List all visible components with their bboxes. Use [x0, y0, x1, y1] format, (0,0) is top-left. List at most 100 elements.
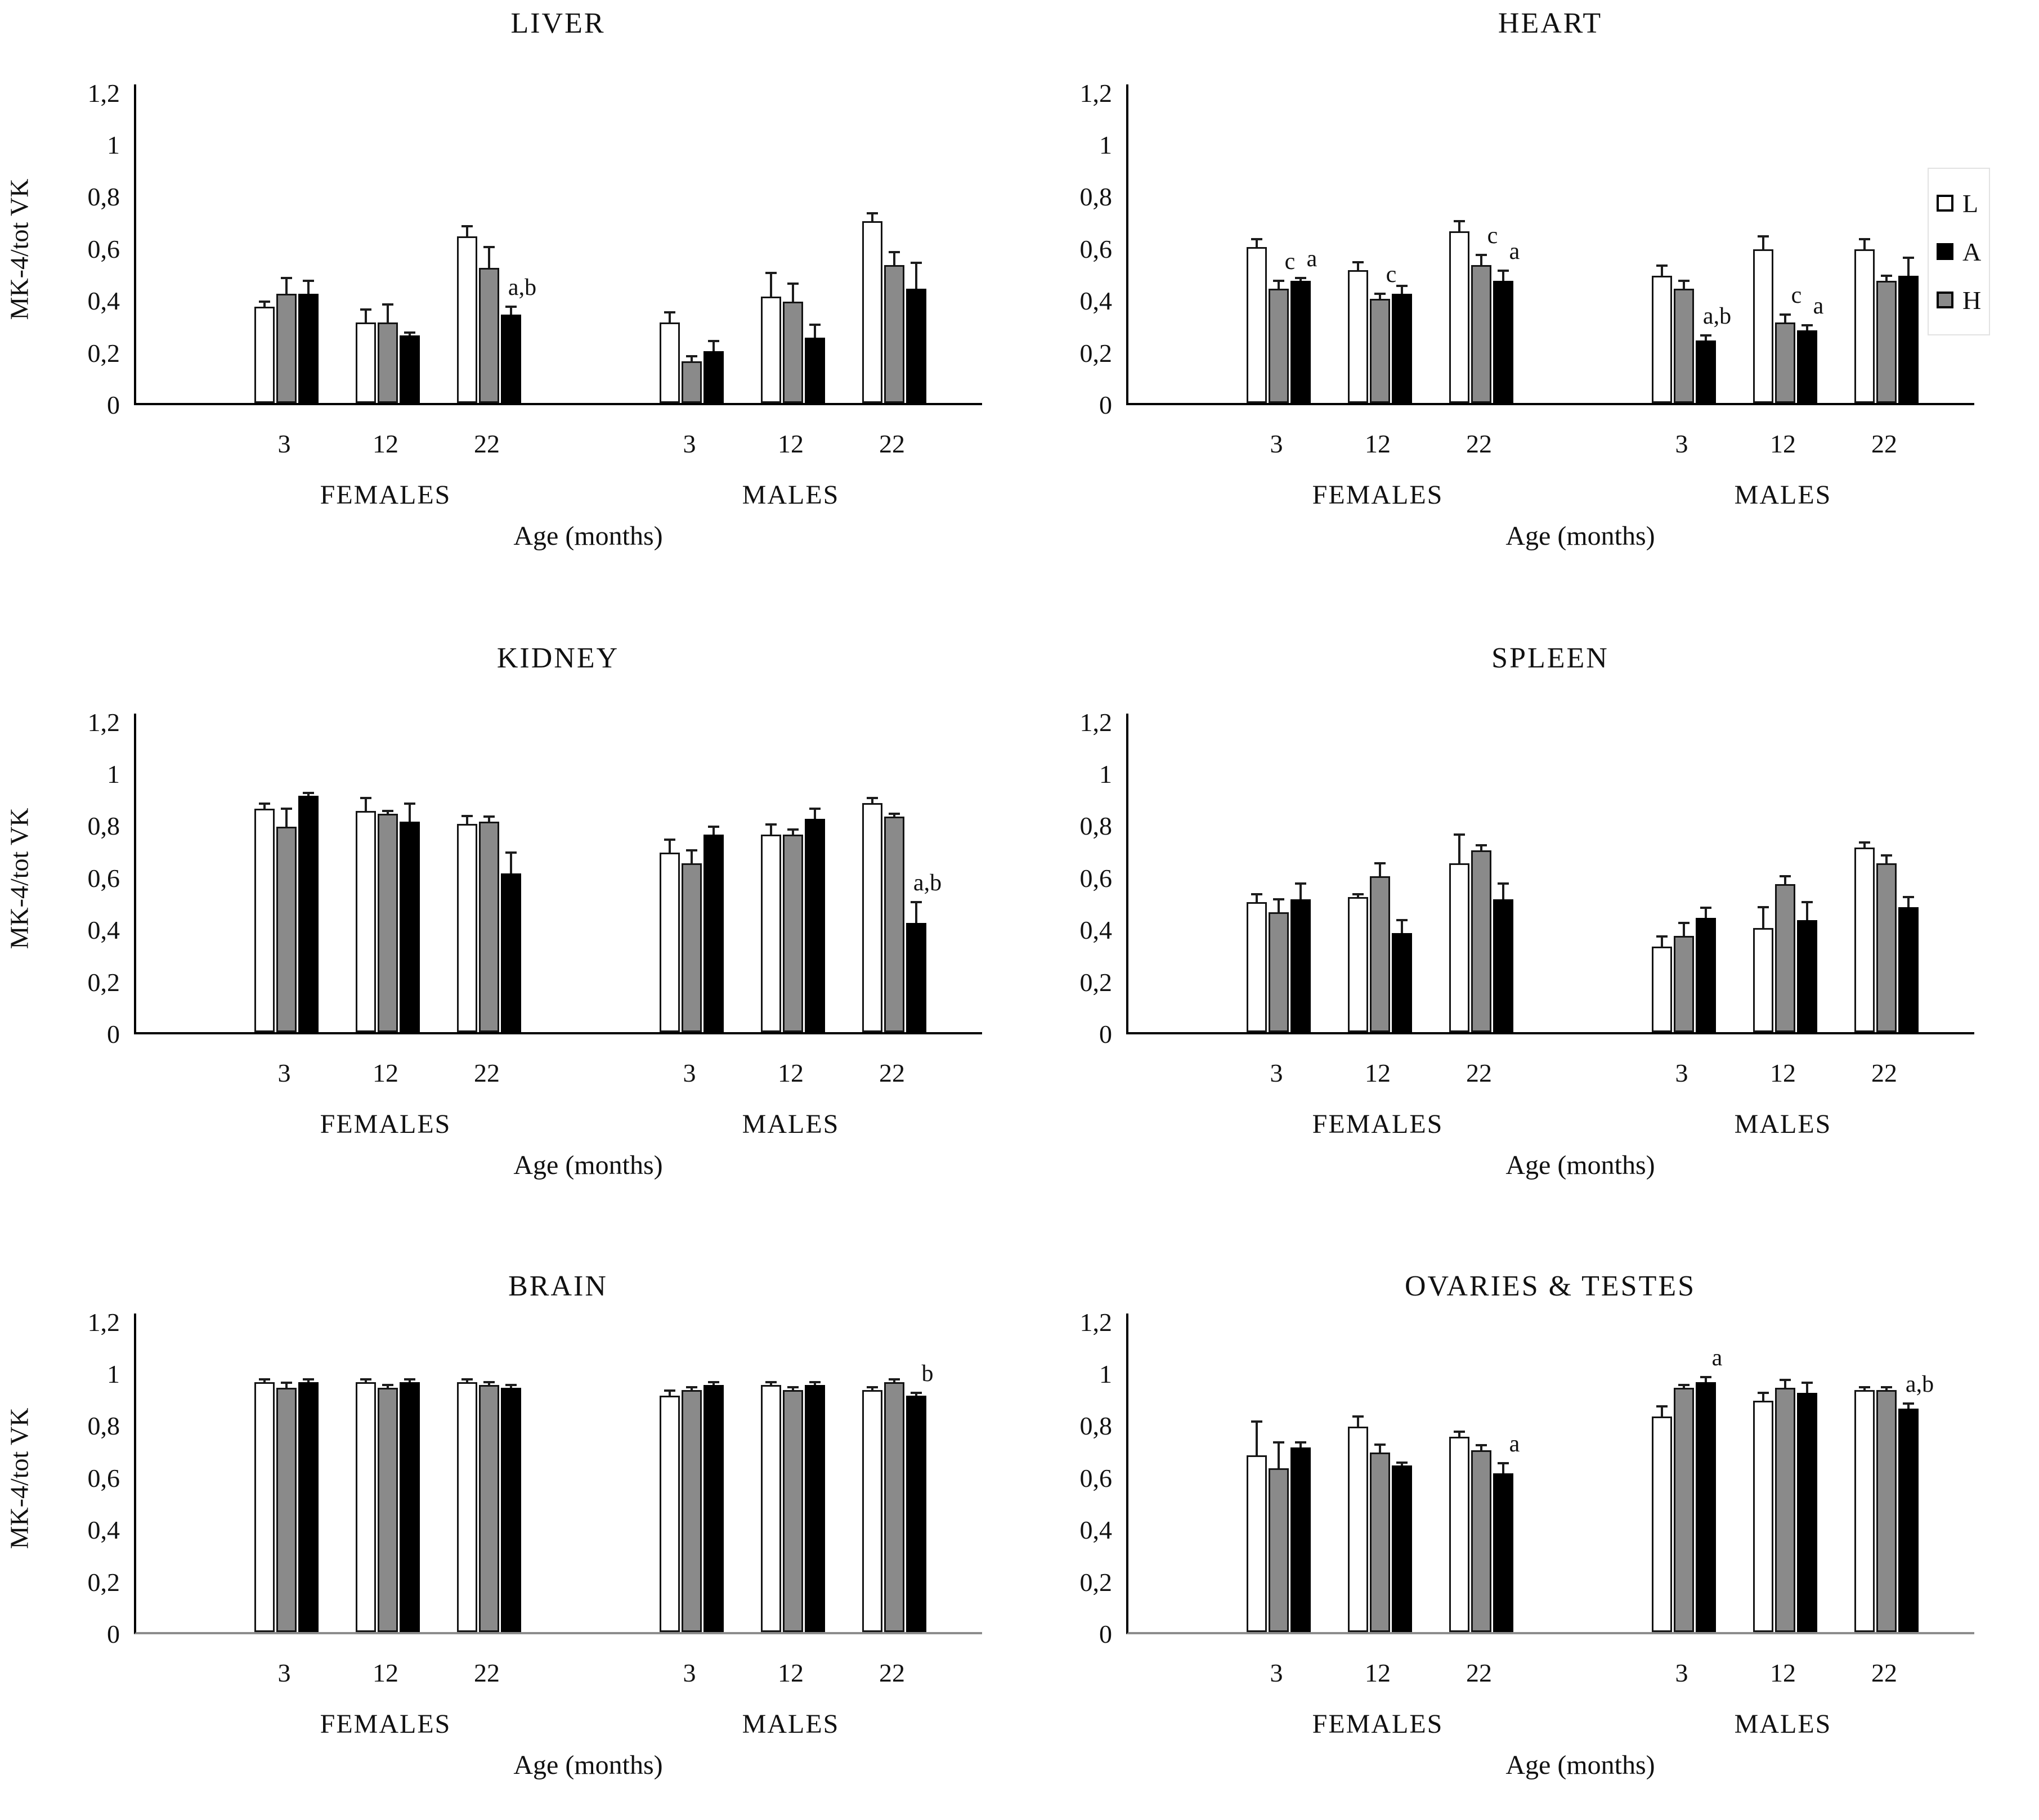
legend-item-a: A	[1937, 227, 1981, 276]
error-cap-liver-males-22-H	[889, 251, 900, 253]
error-cap-spleen-females-3-A	[1295, 882, 1306, 885]
bar-kidney-females-22-A	[501, 873, 521, 1032]
error-bar-liver-males-12-H	[792, 284, 794, 302]
bar-ovaries-testes-males-3-H	[1674, 1388, 1694, 1632]
error-cap-kidney-females-12-L	[360, 797, 371, 799]
error-bar-brain-males-22-L	[871, 1387, 873, 1390]
error-bar-kidney-males-3-L	[669, 840, 671, 853]
error-bar-brain-males-3-H	[691, 1387, 693, 1390]
error-bar-kidney-males-3-A	[712, 827, 715, 835]
bar-brain-females-3-A	[298, 1382, 319, 1632]
error-bar-spleen-males-12-L	[1762, 907, 1764, 928]
error-bar-kidney-males-12-L	[770, 824, 772, 835]
sex-group-label-heart-females: FEMALES	[1312, 480, 1444, 510]
error-cap-kidney-females-22-H	[483, 815, 495, 818]
x-axis-title-ovaries-testes: Age (months)	[1505, 1750, 1655, 1780]
error-cap-brain-females-3-A	[303, 1378, 314, 1380]
error-cap-liver-males-12-H	[787, 283, 799, 285]
bar-kidney-males-22-H	[884, 817, 904, 1032]
error-bar-spleen-males-22-L	[1863, 842, 1866, 848]
error-cap-spleen-males-12-L	[1758, 906, 1769, 908]
error-bar-heart-males-12-L	[1762, 236, 1764, 249]
x-tick-label-liver-females-3: 3	[277, 429, 291, 458]
bar-heart-males-12-L	[1753, 249, 1773, 403]
y-tick-label-brain-2: 0,8	[87, 1411, 120, 1441]
bar-liver-females-12-H	[378, 322, 398, 403]
error-cap-heart-males-3-A	[1700, 334, 1711, 337]
error-bar-brain-males-3-L	[669, 1391, 671, 1396]
bar-spleen-females-12-A	[1392, 933, 1412, 1032]
y-tick-label-brain-3: 0,6	[87, 1463, 120, 1492]
error-cap-heart-males-22-A	[1903, 257, 1914, 259]
error-bar-liver-females-3-H	[285, 278, 288, 294]
x-tick-label-spleen-males-12: 12	[1770, 1059, 1796, 1087]
bar-brain-males-3-H	[682, 1390, 702, 1632]
error-cap-spleen-females-22-H	[1476, 844, 1487, 846]
error-bar-ovaries-testes-males-3-L	[1661, 1406, 1663, 1416]
significance-note-heart-females-3-A: a	[1306, 246, 1317, 272]
error-bar-liver-females-22-H	[488, 247, 490, 268]
x-tick-label-kidney-males-12: 12	[778, 1059, 804, 1087]
bar-ovaries-testes-males-3-L	[1652, 1416, 1672, 1632]
error-bar-spleen-males-12-A	[1806, 902, 1808, 920]
error-bar-spleen-females-12-A	[1401, 920, 1403, 933]
error-bar-heart-males-22-A	[1907, 258, 1910, 276]
bar-ovaries-testes-females-22-H	[1471, 1450, 1491, 1632]
bar-brain-males-22-A	[906, 1396, 926, 1632]
error-bar-kidney-females-12-L	[365, 798, 367, 811]
x-tick-label-ovaries-testes-males-12: 12	[1770, 1658, 1796, 1687]
error-bar-brain-males-22-A	[915, 1393, 917, 1396]
error-bar-ovaries-testes-males-22-L	[1863, 1387, 1866, 1390]
bar-liver-males-12-L	[761, 297, 781, 403]
error-bar-heart-females-22-A	[1502, 271, 1504, 281]
x-tick-label-ovaries-testes-females-12: 12	[1365, 1658, 1391, 1687]
bar-ovaries-testes-females-22-L	[1449, 1437, 1469, 1632]
six-panel-bar-figure: LIVER MK-4/tot VK 1,2 1 0,8 0,6 0,4 0,2 0 a,b 3 12 2…	[5, 7, 1991, 1780]
error-cap-ovaries-testes-females-12-L	[1352, 1415, 1364, 1418]
error-cap-ovaries-testes-males-12-H	[1780, 1379, 1791, 1381]
error-cap-ovaries-testes-males-22-L	[1859, 1386, 1870, 1388]
chart-title-liver: LIVER	[510, 7, 606, 39]
error-cap-kidney-females-3-H	[281, 808, 292, 810]
y-tick-label-spleen-3: 0,6	[1079, 863, 1113, 893]
bar-spleen-males-22-L	[1854, 848, 1875, 1032]
bar-spleen-males-12-L	[1753, 928, 1773, 1032]
error-bar-liver-females-12-H	[387, 304, 389, 322]
x-tick-label-spleen-males-3: 3	[1675, 1059, 1688, 1087]
error-cap-spleen-females-22-A	[1498, 882, 1509, 885]
error-cap-spleen-males-3-L	[1656, 935, 1668, 938]
error-cap-kidney-males-3-L	[664, 839, 675, 841]
bar-liver-females-22-H	[479, 268, 499, 403]
error-bar-ovaries-testes-males-3-H	[1683, 1385, 1685, 1388]
error-bar-spleen-females-22-H	[1480, 845, 1482, 850]
error-bar-kidney-males-22-A	[915, 902, 917, 923]
bar-brain-males-12-L	[761, 1385, 781, 1632]
bar-heart-males-3-L	[1652, 276, 1672, 403]
bar-ovaries-testes-males-12-A	[1797, 1393, 1817, 1632]
y-tick-label-kidney-6: 0	[107, 1020, 120, 1048]
y-tick-label-heart-2: 0,8	[1079, 182, 1113, 212]
error-bar-kidney-females-12-H	[387, 811, 389, 814]
sex-group-label-spleen-females: FEMALES	[1312, 1109, 1444, 1139]
bar-ovaries-testes-females-12-A	[1392, 1465, 1412, 1632]
error-cap-kidney-females-3-A	[303, 792, 314, 794]
legend-item-h: H	[1937, 276, 1981, 324]
error-bar-ovaries-testes-males-22-H	[1885, 1387, 1888, 1390]
significance-note-kidney-males-22-A: a,b	[913, 870, 942, 896]
sex-group-label-kidney-females: FEMALES	[320, 1109, 451, 1139]
x-tick-label-liver-females-22: 22	[474, 429, 500, 458]
x-tick-label-spleen-females-12: 12	[1365, 1059, 1391, 1087]
error-bar-kidney-females-22-A	[510, 853, 512, 873]
error-bar-brain-females-12-A	[409, 1379, 411, 1382]
x-tick-label-spleen-males-22: 22	[1871, 1059, 1897, 1087]
error-cap-kidney-males-12-H	[787, 828, 799, 831]
bar-ovaries-testes-males-22-H	[1876, 1390, 1897, 1632]
bar-liver-males-12-H	[783, 302, 803, 403]
error-bar-kidney-males-22-H	[893, 814, 895, 817]
y-tick-label-spleen-2: 0,8	[1079, 812, 1113, 841]
x-tick-label-heart-females-22: 22	[1466, 429, 1492, 458]
y-tick-label-kidney-5: 0,2	[87, 967, 120, 997]
x-tick-label-liver-males-3: 3	[683, 429, 696, 458]
error-cap-kidney-females-3-L	[259, 803, 270, 805]
